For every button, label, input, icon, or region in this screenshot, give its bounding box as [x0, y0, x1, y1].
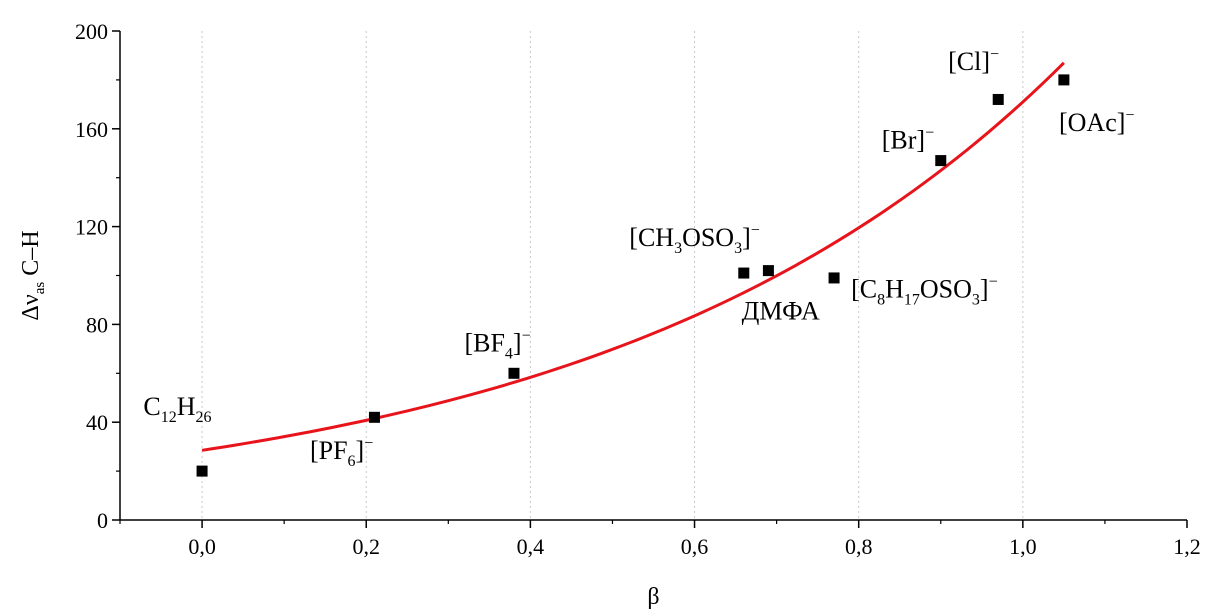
data-point	[828, 272, 840, 284]
point-label: [BF4]−	[464, 327, 530, 362]
point-label: [Br]−	[882, 124, 934, 154]
x-tick-label: 0,2	[352, 534, 380, 559]
x-tick-label: 1,0	[1009, 534, 1037, 559]
point-label: [PF6]−	[310, 435, 373, 470]
data-point	[368, 411, 380, 423]
y-axis-title: Δνas C–H	[18, 230, 48, 320]
point-label: ДМФА	[742, 297, 820, 326]
fit-curve-layer	[201, 61, 1065, 452]
point-label: [C8H17OSO3]−	[851, 274, 997, 309]
y-axis-title-rest: C–H	[18, 230, 44, 281]
data-point	[508, 367, 520, 379]
point-label: [OAc]−	[1059, 107, 1134, 137]
y-tick-label: 40	[86, 410, 108, 435]
point-label: [CH3OSO3]−	[629, 222, 760, 257]
y-axis-title-main: Δν	[18, 294, 44, 320]
data-point	[1058, 74, 1070, 86]
annotations-layer: C12H26 [PF6]− [BF4]− [CH3OSO3]− ДМФА [C8H17OS…	[143, 46, 1134, 470]
y-tick-label: 200	[75, 19, 108, 44]
axes-layer: 0,0 0,2 0,4 0,6 0,8 1,0 1,2 0 40 80 120 160 200	[75, 19, 1201, 559]
data-point	[196, 465, 208, 477]
y-tick-label: 80	[86, 312, 108, 337]
data-point	[935, 155, 947, 167]
x-axis-title: β	[647, 584, 659, 610]
data-point	[992, 93, 1004, 105]
x-tick-label: 1,2	[1173, 534, 1201, 559]
y-axis-title-sub: as	[32, 282, 48, 295]
point-label: C12H26	[143, 392, 211, 426]
point-label: [Cl]−	[948, 46, 999, 76]
data-point	[762, 265, 774, 277]
y-tick-label: 0	[97, 508, 108, 533]
x-tick-label: 0,0	[188, 534, 216, 559]
y-tick-label: 160	[75, 117, 108, 142]
fit-curve	[201, 61, 1065, 452]
points-layer	[196, 74, 1070, 477]
x-tick-label: 0,4	[517, 534, 545, 559]
grid-layer	[201, 31, 1024, 520]
x-tick-label: 0,8	[845, 534, 873, 559]
y-tick-label: 120	[75, 215, 108, 240]
data-point	[738, 267, 750, 279]
x-tick-label: 0,6	[681, 534, 709, 559]
